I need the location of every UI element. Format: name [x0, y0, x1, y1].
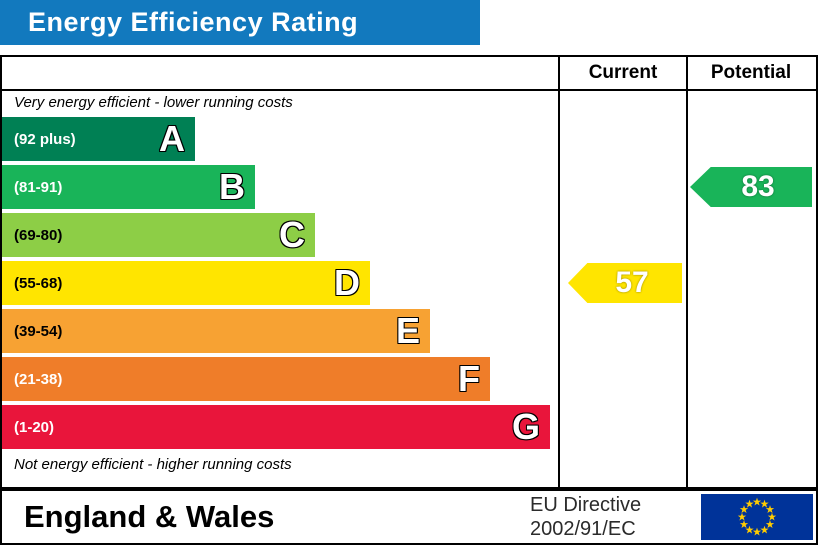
- footer: England & Wales EU Directive 2002/91/EC: [0, 489, 818, 545]
- band-d: (55-68) D: [2, 261, 370, 305]
- band-letter: F: [458, 358, 480, 399]
- page-title: Energy Efficiency Rating: [28, 7, 359, 37]
- band-letter: E: [395, 310, 420, 351]
- band-range-label: (39-54): [14, 322, 63, 340]
- current-column-divider: [558, 57, 560, 487]
- column-header-current: Current: [588, 62, 658, 83]
- band-a: (92 plus) A: [2, 117, 195, 161]
- title-bar: Energy Efficiency Rating: [0, 0, 480, 45]
- top-note: Very energy efficient - lower running co…: [14, 94, 293, 111]
- band-letter: C: [279, 214, 305, 255]
- band-letter: D: [334, 262, 360, 303]
- eu-directive-line2: 2002/91/EC: [530, 518, 636, 540]
- band-range-label: (55-68): [14, 274, 63, 292]
- band-range-label: (92 plus): [14, 130, 76, 148]
- band-b: (81-91) B: [2, 165, 255, 209]
- column-header-potential: Potential: [710, 62, 792, 83]
- rating-table: Current Potential Very energy efficient …: [0, 55, 818, 489]
- current-rating-value: 57: [615, 266, 649, 299]
- band-range-label: (1-20): [14, 418, 55, 436]
- band-letter: G: [511, 406, 540, 447]
- region-label: England & Wales: [24, 499, 275, 534]
- rating-bands: (92 plus) A (81-91) B (69-80) C (55-68) D (39-54…: [2, 117, 558, 453]
- band-e: (39-54) E: [2, 309, 430, 353]
- eu-directive-label: EU Directive 2002/91/EC: [530, 493, 641, 541]
- band-letter: A: [159, 118, 185, 159]
- header-divider-line: [2, 89, 816, 91]
- potential-rating-arrow: 83: [690, 167, 812, 207]
- band-range-label: (81-91): [14, 178, 63, 196]
- potential-column-divider: [686, 57, 688, 487]
- band-g: (1-20) G: [2, 405, 550, 449]
- eu-directive-line1: EU Directive: [530, 494, 642, 516]
- current-rating-arrow: 57: [568, 263, 682, 303]
- band-letter: B: [219, 166, 245, 207]
- band-c: (69-80) C: [2, 213, 315, 257]
- bottom-note: Not energy efficient - higher running co…: [14, 456, 292, 473]
- potential-rating-value: 83: [741, 170, 775, 203]
- band-range-label: (69-80): [14, 226, 63, 244]
- eu-flag-icon: [701, 494, 813, 540]
- band-range-label: (21-38): [14, 370, 63, 388]
- band-f: (21-38) F: [2, 357, 490, 401]
